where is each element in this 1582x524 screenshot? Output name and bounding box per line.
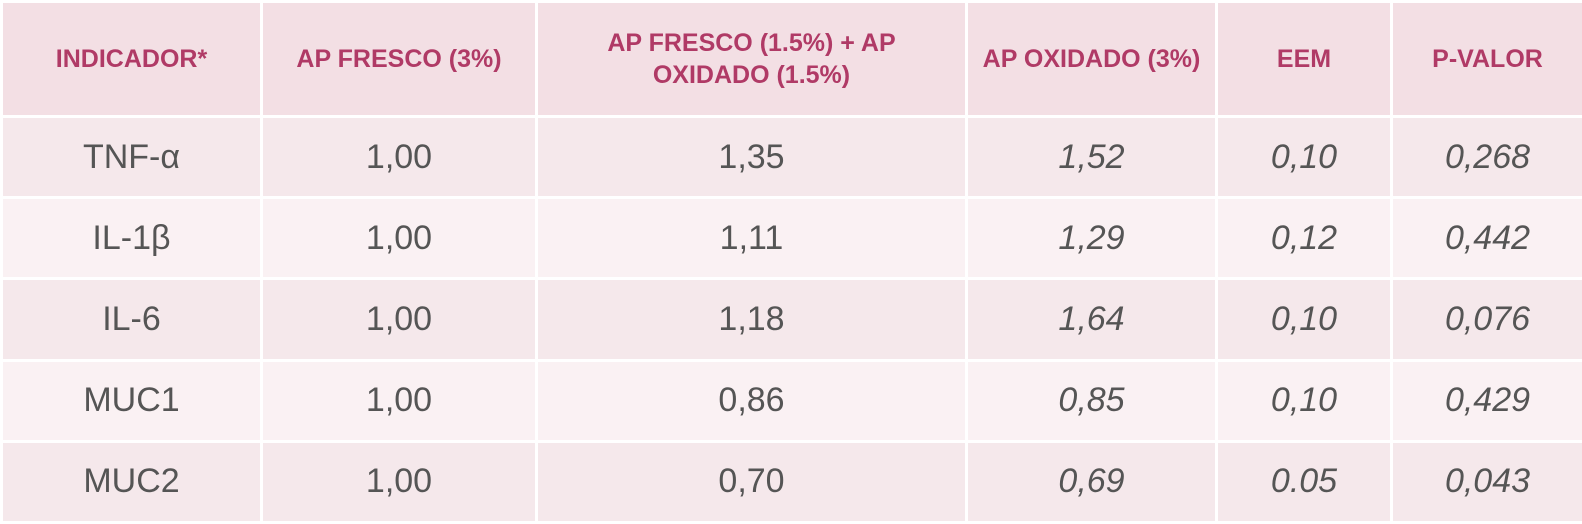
table-row: IL-1β 1,00 1,11 1,29 0,12 0,442: [0, 196, 1582, 281]
row-label: MUC2: [0, 439, 263, 524]
row-label: TNF-α: [0, 114, 263, 200]
header-cell: P-VALOR: [1390, 0, 1582, 118]
header-cell: INDICADOR*: [0, 0, 263, 118]
row-label: MUC1: [0, 358, 263, 443]
table-cell: 0,86: [535, 358, 968, 443]
table-cell: 1,29: [965, 196, 1218, 281]
table-row: MUC2 1,00 0,70 0,69 0.05 0,043: [0, 439, 1582, 524]
table-row: IL-6 1,00 1,18 1,64 0,10 0,076: [0, 277, 1582, 362]
table-cell: 0,10: [1215, 358, 1393, 443]
table-cell: 0,70: [535, 439, 968, 524]
table-cell: 1,00: [260, 358, 538, 443]
table-cell: 0,12: [1215, 196, 1393, 281]
table-cell: 0,69: [965, 439, 1218, 524]
table-cell: 1,64: [965, 277, 1218, 362]
header-cell: AP OXIDADO (3%): [965, 0, 1218, 118]
table-cell: 1,00: [260, 196, 538, 281]
table-row: TNF-α 1,00 1,35 1,52 0,10 0,268: [0, 114, 1582, 200]
table-cell: 1,00: [260, 439, 538, 524]
table-cell: 0,043: [1390, 439, 1582, 524]
table-cell: 1,35: [535, 114, 968, 200]
table-cell: 1,11: [535, 196, 968, 281]
row-label: IL-1β: [0, 196, 263, 281]
table-cell: 1,00: [260, 114, 538, 200]
table-cell: 0,85: [965, 358, 1218, 443]
row-label: IL-6: [0, 277, 263, 362]
table-cell: 0,10: [1215, 277, 1393, 362]
table-header: INDICADOR* AP FRESCO (3%) AP FRESCO (1.5%)…: [0, 0, 1582, 118]
table-cell: 0,076: [1390, 277, 1582, 362]
table-cell: 1,18: [535, 277, 968, 362]
table-cell: 0,442: [1390, 196, 1582, 281]
table-row: MUC1 1,00 0,86 0,85 0,10 0,429: [0, 358, 1582, 443]
table-cell: 0.05: [1215, 439, 1393, 524]
header-cell: AP FRESCO (3%): [260, 0, 538, 118]
header-cell: AP FRESCO (1.5%) + AP OXIDADO (1.5%): [535, 0, 968, 118]
table-body: TNF-α 1,00 1,35 1,52 0,10 0,268 IL-1β 1,00 1,11 1…: [0, 114, 1582, 524]
header-row: INDICADOR* AP FRESCO (3%) AP FRESCO (1.5%)…: [0, 0, 1582, 118]
header-cell: EEM: [1215, 0, 1393, 118]
table-cell: 0,429: [1390, 358, 1582, 443]
table-cell: 0,10: [1215, 114, 1393, 200]
table-cell: 0,268: [1390, 114, 1582, 200]
table-cell: 1,52: [965, 114, 1218, 200]
table-cell: 1,00: [260, 277, 538, 362]
